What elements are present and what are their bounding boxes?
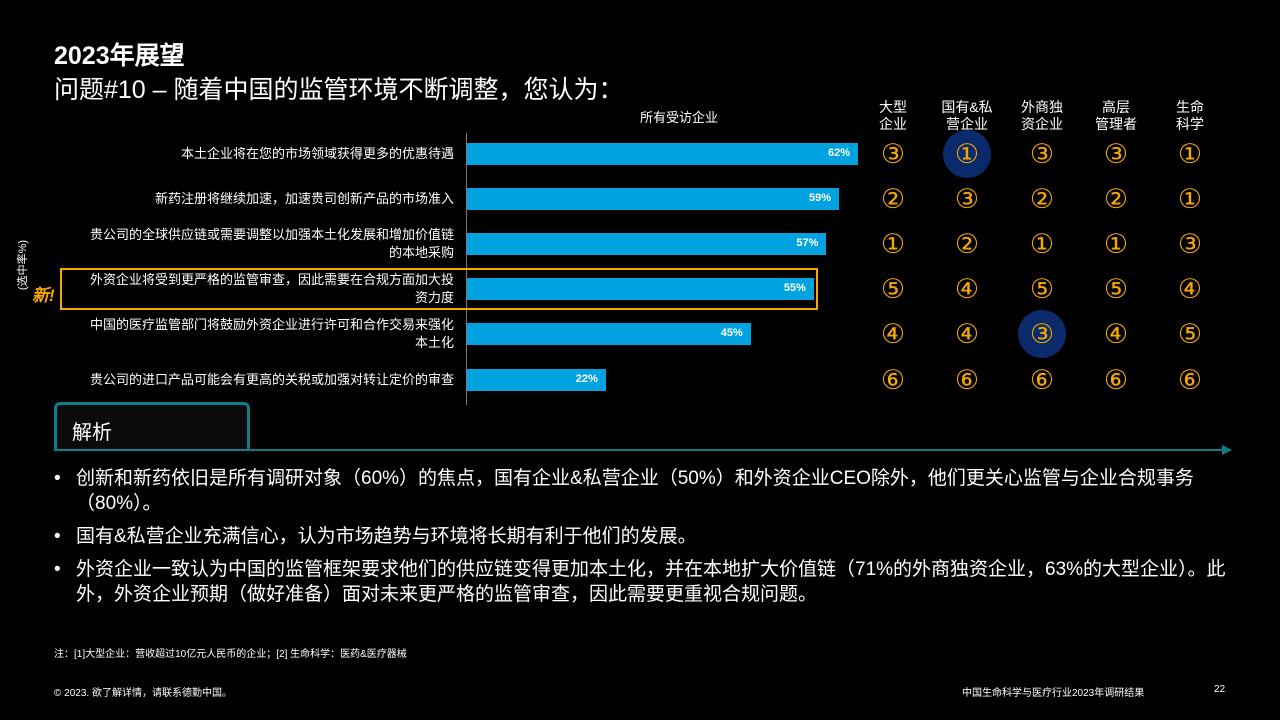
segment-header: 高层 管理者 [1081,99,1151,133]
rank-cell: ④ [880,319,906,349]
rank-cell: ⑤ [1029,274,1055,304]
rank-cell: ④ [1177,274,1203,304]
rank-cell: ② [1103,184,1129,214]
category-label: 贵公司的进口产品可能会有更高的关税或加强对转让定价的审查 [34,371,454,389]
page-number: 22 [1214,684,1226,695]
rank-cell: ④ [1103,319,1129,349]
bar-value-label: 57% [796,237,819,249]
arrow-line [54,449,1224,451]
segment-header: 大型 企业 [858,99,928,133]
segment-header: 外商独 资企业 [1007,99,1077,133]
segment-header-line: 科学 [1176,116,1204,132]
bar: 45% [467,323,751,345]
rank-cell: ① [1177,184,1203,214]
category-label-line: 贵公司的全球供应链或需要调整以加强本土化发展和增加价值链 [89,227,454,242]
bar: 55% [467,278,814,300]
rank-cell: ① [1103,229,1129,259]
rank-cell: ② [1029,184,1055,214]
arrow-head-icon [1222,445,1232,455]
rank-cell: ③ [1103,139,1129,169]
category-label-line: 资力度 [414,290,454,305]
segment-header-line: 资企业 [1021,116,1063,132]
highlight-circle [943,130,991,178]
rank-cell: ③ [1029,319,1055,349]
rank-cell: ⑤ [1103,274,1129,304]
analysis-tab-label: 解析 [72,422,112,444]
bullet-item: 国有&私营企业充满信心，认为市场趋势与环境将长期有利于他们的发展。 [54,524,1254,549]
bar: 22% [467,369,606,391]
category-label: 中国的医疗监管部门将鼓励外资企业进行许可和合作交易来强化本土化 [34,316,454,352]
segment-header-line: 生命 [1176,99,1204,115]
segment-header-line: 管理者 [1095,116,1137,132]
category-label-line: 的本地采购 [388,245,454,260]
bar-value-label: 55% [783,282,806,294]
rank-cell: ⑤ [1177,319,1203,349]
category-label: 本土企业将在您的市场领域获得更多的优惠待遇 [34,145,454,163]
segment-header-line: 大型 [879,99,907,115]
segment-header-line: 高层 [1102,99,1130,115]
bar-value-label: 45% [720,327,743,339]
bar: 57% [467,233,827,255]
rank-cell: ① [954,139,980,169]
category-label-line: 新药注册将继续加速，加速贵司创新产品的市场准入 [154,191,454,206]
bar-value-label: 22% [575,373,598,385]
category-label-line: 本土化 [414,335,454,350]
rank-cell: ③ [1177,229,1203,259]
copyright: © 2023. 欲了解详情，请联系德勤中国。 [54,688,232,699]
rank-cell: ④ [954,274,980,304]
question-title: 问题#10 – 随着中国的监管环境不断调整，您认为： [54,76,624,104]
category-label: 贵公司的全球供应链或需要调整以加强本土化发展和增加价值链的本地采购 [34,226,454,262]
highlight-circle [1018,310,1066,358]
rank-cell: ⑥ [1029,365,1055,395]
category-label-line: 外资企业将受到更严格的监管审查，因此需要在合规方面加大投 [89,272,454,287]
rank-cell: ② [880,184,906,214]
report-title: 中国生命科学与医疗行业2023年调研结果 [962,688,1145,699]
rank-cell: ⑥ [1103,365,1129,395]
bar-value-label: 59% [809,192,832,204]
category-label-line: 本土企业将在您的市场领域获得更多的优惠待遇 [180,146,454,161]
analysis-tab [54,402,250,450]
category-label: 新药注册将继续加速，加速贵司创新产品的市场准入 [34,190,454,208]
segment-header-line: 营企业 [946,116,988,132]
highlight-box [60,268,818,310]
rank-cell: ③ [1029,139,1055,169]
analysis-bullets: 创新和新药依旧是所有调研对象（60%）的焦点，国有企业&私营企业（50%）和外资… [54,466,1254,615]
rank-cell: ① [1177,139,1203,169]
category-label-line: 贵公司的进口产品可能会有更高的关税或加强对转让定价的审查 [89,372,454,387]
bullet-item: 外资企业一致认为中国的监管框架要求他们的供应链变得更加本土化，并在本地扩大价值链… [54,557,1254,607]
rank-cell: ⑥ [880,365,906,395]
rank-cell: ③ [880,139,906,169]
rank-cell: ④ [954,319,980,349]
segment-header-line: 国有&私 [941,99,993,115]
bullet-item: 创新和新药依旧是所有调研对象（60%）的焦点，国有企业&私营企业（50%）和外资… [54,466,1254,516]
rank-cell: ⑥ [954,365,980,395]
segment-header: 国有&私 营企业 [932,99,1002,133]
bar: 59% [467,188,840,210]
chart-header: 所有受访企业 [640,110,719,125]
segment-header-line: 企业 [879,116,907,132]
segment-header-line: 外商独 [1021,99,1063,115]
bar: 62% [467,143,858,165]
rank-cell: ⑤ [880,274,906,304]
footnote: 注：[1]大型企业：营收超过10亿元人民币的企业；[2] 生命科学：医药&医疗器… [54,649,407,660]
y-axis-label: (选中率%) [17,239,29,291]
rank-cell: ① [1029,229,1055,259]
rank-cell: ② [954,229,980,259]
segment-header: 生命 科学 [1155,99,1225,133]
new-tag: 新! [32,286,55,305]
rank-cell: ① [880,229,906,259]
bar-value-label: 62% [827,147,850,159]
rank-cell: ③ [954,184,980,214]
rank-cell: ⑥ [1177,365,1203,395]
slide-title: 2023年展望 [54,42,185,70]
category-label: 外资企业将受到更严格的监管审查，因此需要在合规方面加大投资力度 [34,271,454,307]
category-label-line: 中国的医疗监管部门将鼓励外资企业进行许可和合作交易来强化 [89,317,454,332]
